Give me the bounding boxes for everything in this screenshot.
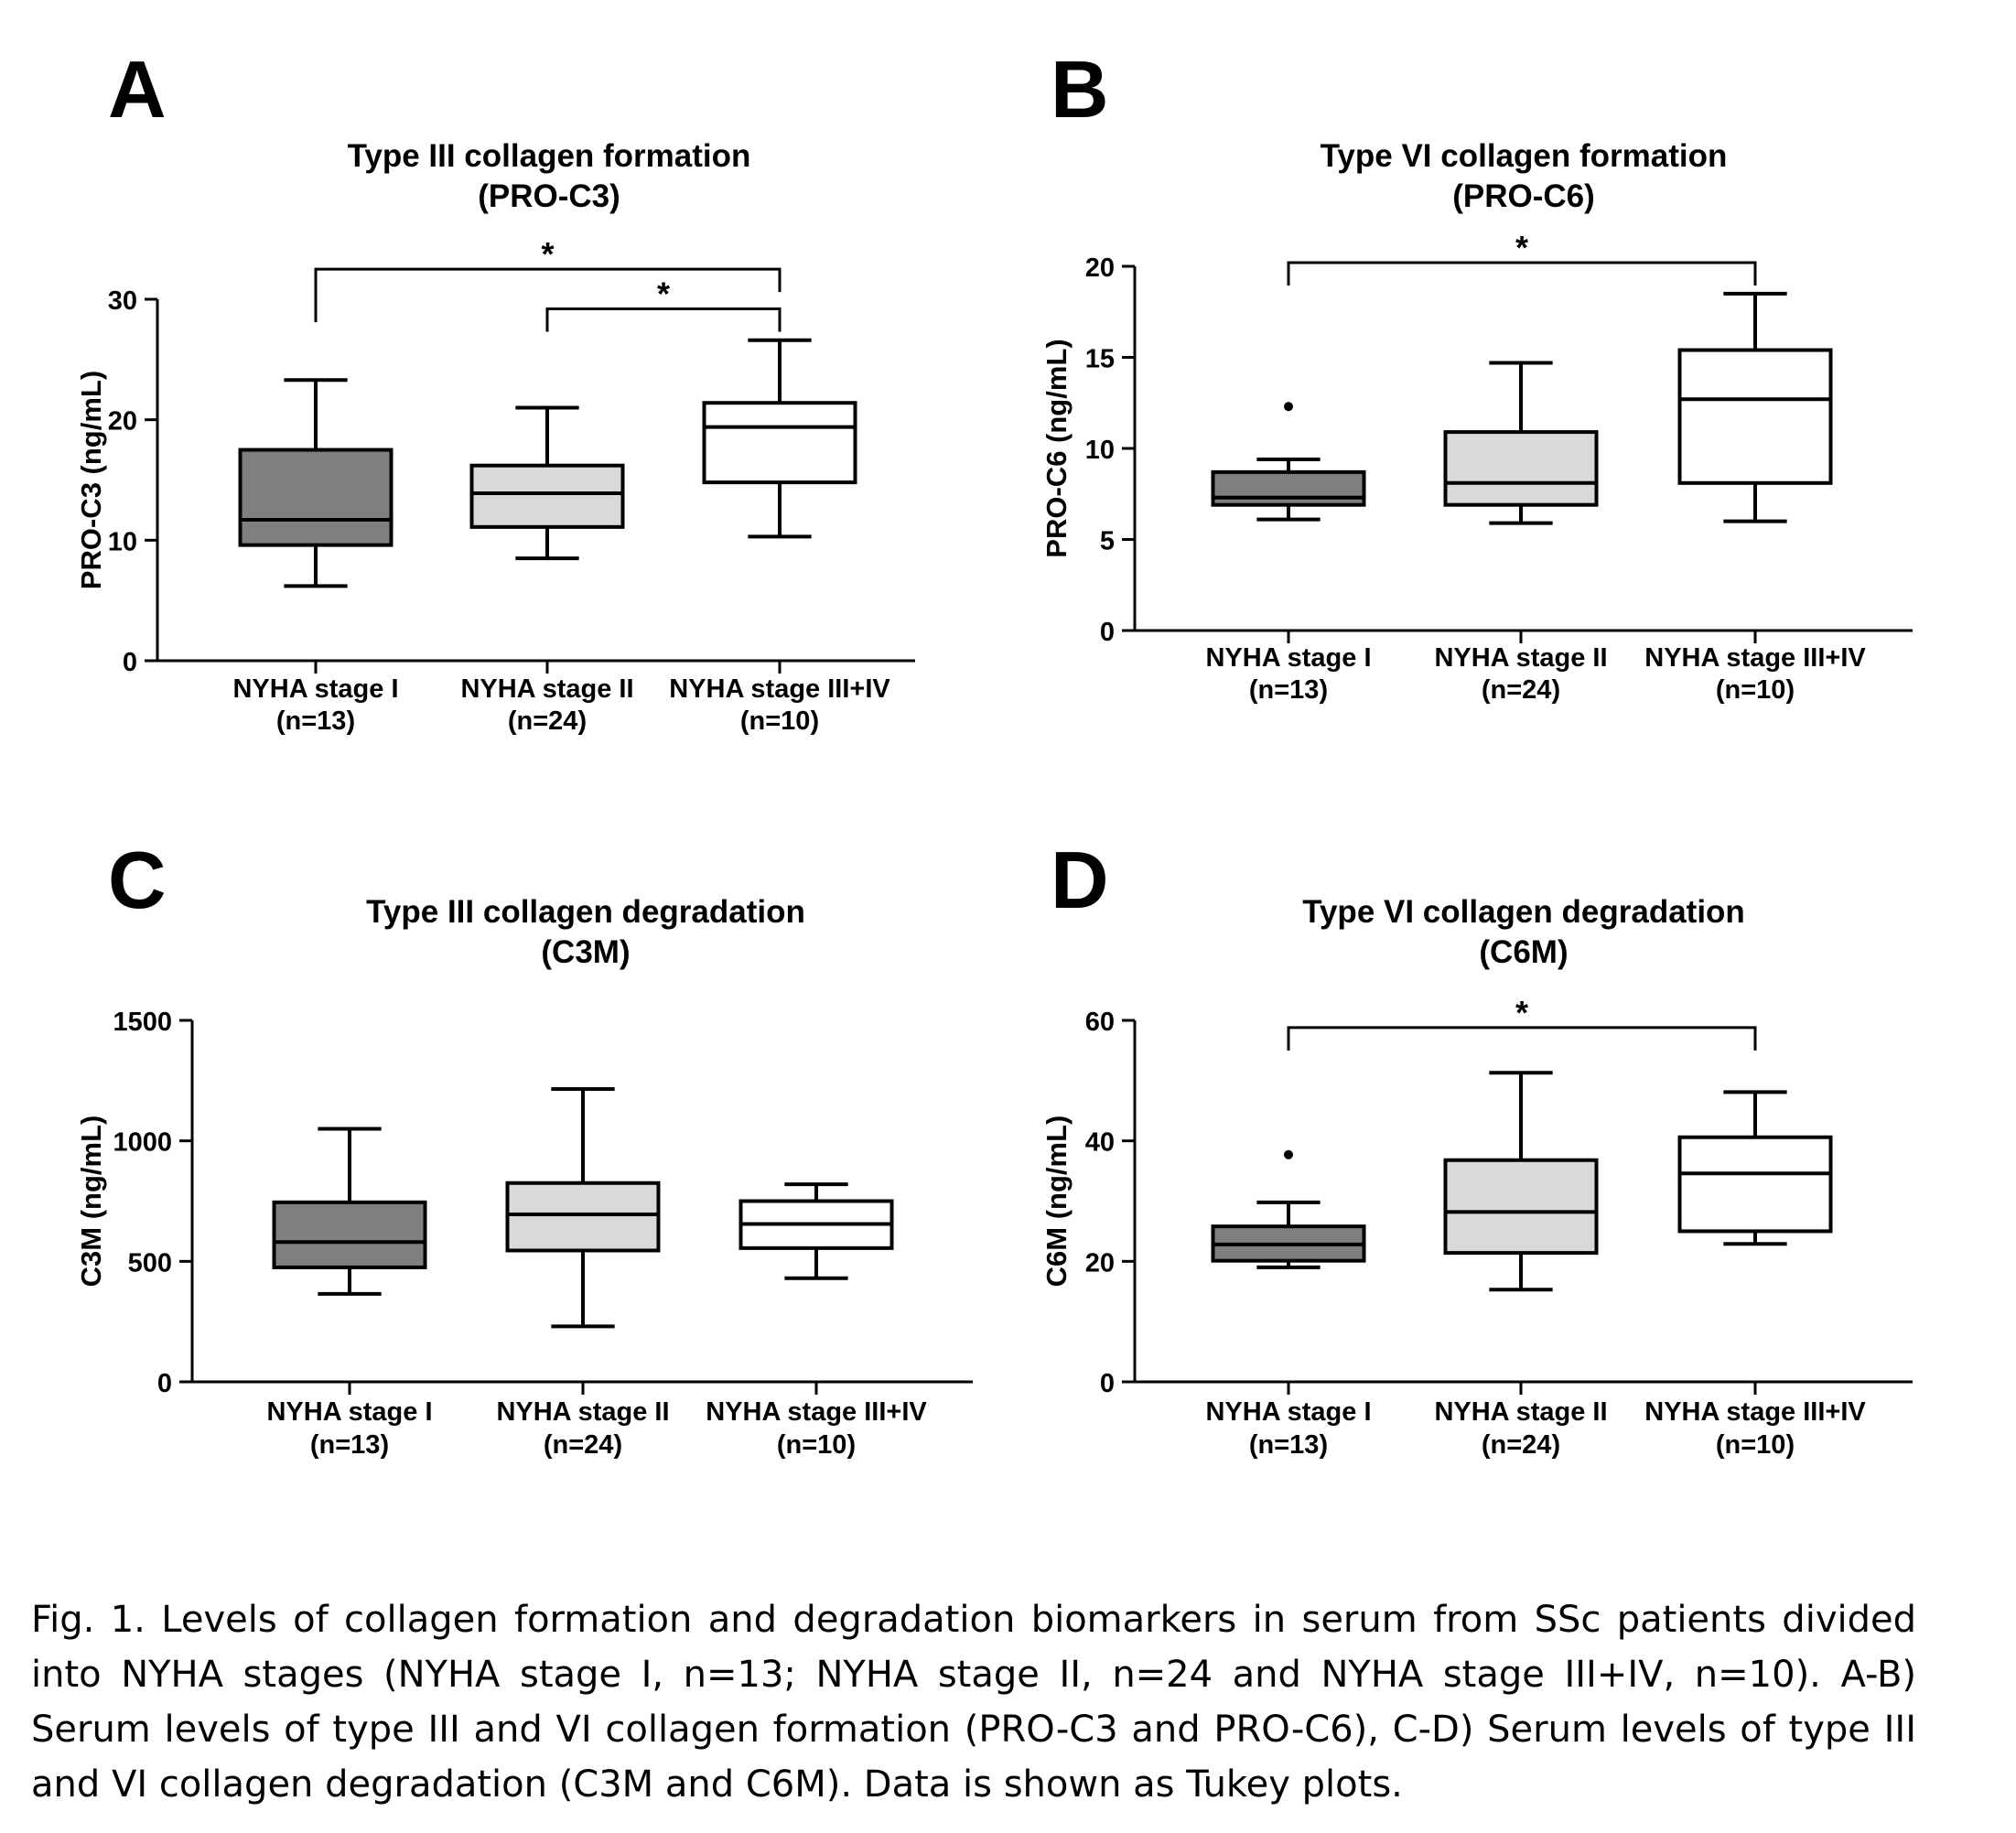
chart-title-line: Type VI collagen formation <box>1321 138 1728 174</box>
y-axis-label: C6M (ng/mL) <box>1040 1116 1073 1288</box>
x-tick-label: (n=13) <box>310 1430 389 1460</box>
chart-title-line: (PRO-C3) <box>478 178 620 214</box>
box-plot-2 <box>1443 1071 1599 1292</box>
chart-title-line: (PRO-C6) <box>1452 178 1595 214</box>
significance-marker: * <box>541 235 554 273</box>
panel-label: D <box>1051 835 1109 925</box>
box-iqr <box>272 1200 427 1269</box>
significance-marker: * <box>1515 229 1528 266</box>
x-tick-label: (n=10) <box>1716 1430 1795 1460</box>
y-axis-label: C3M (ng/mL) <box>75 1116 107 1288</box>
box-plot-3 <box>738 1182 894 1280</box>
chart-title-line: Type III collagen formation <box>348 138 751 174</box>
box-plot-2 <box>1443 361 1599 525</box>
box-plot-1 <box>238 378 393 588</box>
box-plot-3 <box>702 338 857 539</box>
x-tick-label: (n=13) <box>1249 1430 1328 1460</box>
y-axis-label: PRO-C6 (ng/mL) <box>1040 339 1073 557</box>
panel-label: A <box>108 44 167 135</box>
box-iqr <box>238 447 393 547</box>
y-tick-label: 30 <box>108 286 137 316</box>
box-plot-2 <box>469 405 625 561</box>
significance-marker: * <box>657 275 670 313</box>
figure-caption: Fig. 1. Levels of collagen formation and… <box>31 1599 1916 1806</box>
y-tick-label: 60 <box>1085 1008 1115 1037</box>
box-plot-3 <box>1677 291 1833 523</box>
y-tick-label: 20 <box>108 407 137 437</box>
box-iqr <box>702 401 857 485</box>
x-tick-label: NYHA stage II <box>1434 1397 1607 1427</box>
box-iqr <box>1211 469 1366 507</box>
x-tick-label: NYHA stage I <box>1205 643 1371 673</box>
box-plot-2 <box>505 1087 661 1329</box>
y-axis-label: PRO-C3 (ng/mL) <box>75 371 107 589</box>
chart-title-line: (C3M) <box>541 934 630 970</box>
y-tick-label: 500 <box>128 1248 172 1278</box>
x-tick-label: (n=10) <box>740 706 819 736</box>
x-tick-label: NYHA stage I <box>266 1397 432 1427</box>
panel-label: B <box>1051 44 1109 135</box>
box-plot-1 <box>1211 402 1366 522</box>
x-tick-label: NYHA stage II <box>460 674 633 704</box>
significance-bracket <box>1287 1026 1757 1051</box>
y-tick-label: 0 <box>123 648 137 677</box>
chart-panel-c: C Type III collagen degradation (C3M) C3M (… <box>75 835 973 1460</box>
x-tick-label: (n=13) <box>1249 675 1328 705</box>
y-tick-label: 10 <box>1085 436 1115 465</box>
x-tick-label: NYHA stage I <box>1205 1397 1371 1427</box>
x-tick-label: NYHA stage III+IV <box>1644 643 1866 673</box>
y-tick-label: 0 <box>1100 1369 1115 1398</box>
y-tick-label: 5 <box>1100 527 1115 556</box>
y-tick-label: 40 <box>1085 1128 1115 1158</box>
x-tick-label: (n=24) <box>508 706 587 736</box>
x-tick-label: (n=10) <box>1716 675 1795 705</box>
box-iqr <box>1677 348 1833 485</box>
box-iqr <box>469 463 625 529</box>
significance-marker: * <box>1515 994 1528 1031</box>
chart-title-line: (C6M) <box>1479 934 1568 970</box>
y-tick-label: 0 <box>1100 618 1115 647</box>
box-iqr <box>505 1181 661 1253</box>
panel-label: C <box>108 835 167 925</box>
y-tick-label: 10 <box>108 527 137 556</box>
x-tick-label: NYHA stage I <box>232 674 398 704</box>
y-tick-label: 1000 <box>113 1128 172 1158</box>
x-tick-label: (n=24) <box>1482 1430 1560 1460</box>
x-tick-label: (n=13) <box>276 706 355 736</box>
chart-title-line: Type VI collagen degradation <box>1302 894 1745 930</box>
outlier-point <box>1284 402 1293 412</box>
box-plot-1 <box>272 1127 427 1296</box>
y-tick-label: 20 <box>1085 1248 1115 1278</box>
significance-bracket <box>545 307 782 332</box>
x-tick-label: NYHA stage III+IV <box>706 1397 927 1427</box>
x-tick-label: NYHA stage III+IV <box>1644 1397 1866 1427</box>
box-iqr <box>1677 1135 1833 1234</box>
y-tick-label: 20 <box>1085 253 1115 283</box>
box-plot-1 <box>1211 1149 1366 1269</box>
x-tick-label: (n=24) <box>1482 675 1560 705</box>
x-tick-label: NYHA stage III+IV <box>669 674 890 704</box>
chart-panel-b: B Type VI collagen formation (PRO-C6) PRO-C… <box>1040 44 1913 705</box>
x-tick-label: (n=24) <box>544 1430 622 1460</box>
outlier-point <box>1284 1149 1293 1159</box>
chart-title-line: Type III collagen degradation <box>366 894 805 930</box>
significance-bracket <box>314 267 782 323</box>
x-tick-label: NYHA stage II <box>496 1397 669 1427</box>
significance-bracket <box>1287 261 1757 286</box>
y-tick-label: 0 <box>157 1369 172 1398</box>
box-plot-3 <box>1677 1090 1833 1246</box>
chart-panel-d: D Type VI collagen degradation (C6M) C6M (n… <box>1040 835 1913 1460</box>
x-tick-label: NYHA stage II <box>1434 643 1607 673</box>
box-iqr <box>1443 1158 1599 1256</box>
chart-panel-a: A Type III collagen formation (PRO-C3) PRO-… <box>75 44 915 736</box>
y-tick-label: 1500 <box>113 1008 172 1037</box>
x-tick-label: (n=10) <box>777 1430 856 1460</box>
figure-panels: A Type III collagen formation (PRO-C3) PRO-… <box>75 44 1913 1460</box>
box-iqr <box>1443 430 1599 507</box>
y-tick-label: 15 <box>1085 345 1115 374</box>
